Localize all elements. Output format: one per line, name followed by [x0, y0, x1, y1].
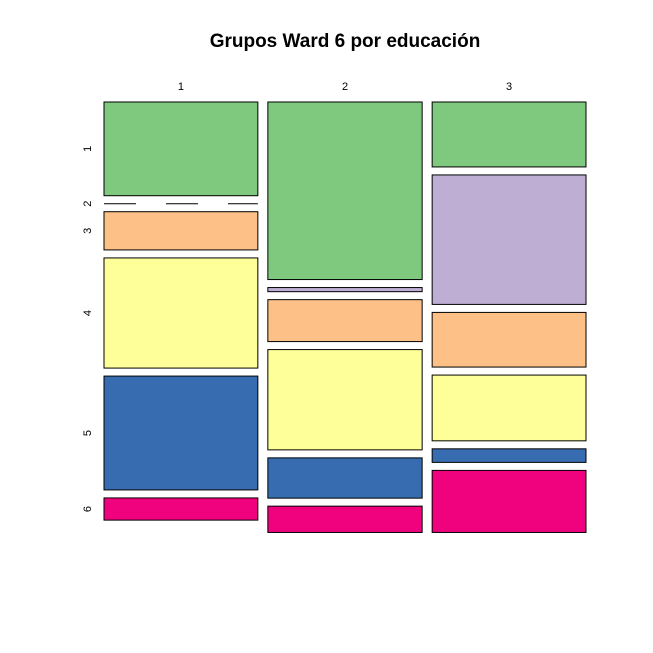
- row-label-2: 2: [82, 201, 94, 207]
- chart-title: Grupos Ward 6 por educación: [210, 31, 481, 52]
- column-label-3: 3: [506, 81, 512, 93]
- tile-col1-row6: [103, 497, 259, 521]
- tile-col2-row6: [267, 505, 423, 533]
- tile-col1-row3: [103, 211, 259, 251]
- tile-col2-row1: [267, 101, 423, 281]
- row-label-5: 5: [82, 430, 94, 436]
- tile-col1-row4: [103, 257, 259, 369]
- row-labels: 1 2 3 4 5 6: [82, 146, 94, 512]
- column-label-2: 2: [342, 81, 348, 93]
- column-labels: 1 2 3: [178, 81, 512, 93]
- tile-col3-row6: [431, 469, 587, 533]
- tile-col2-row2: [267, 287, 423, 293]
- mosaic-tiles: [103, 101, 587, 533]
- tile-col1-row5: [103, 375, 259, 491]
- tile-col3-row3: [431, 311, 587, 368]
- tile-col3-row4: [431, 374, 587, 442]
- column-label-1: 1: [178, 81, 184, 93]
- row-label-6: 6: [82, 506, 94, 512]
- tile-col2-row5: [267, 457, 423, 499]
- row-label-3: 3: [82, 228, 94, 234]
- tile-col3-row2: [431, 174, 587, 305]
- tile-col2-row4: [267, 349, 423, 451]
- tile-col1-row1: [103, 101, 259, 197]
- tile-col3-row5: [431, 448, 587, 463]
- row-label-4: 4: [82, 310, 94, 316]
- row-label-1: 1: [82, 146, 94, 152]
- tile-col3-row1: [431, 101, 587, 168]
- tile-col2-row3: [267, 299, 423, 343]
